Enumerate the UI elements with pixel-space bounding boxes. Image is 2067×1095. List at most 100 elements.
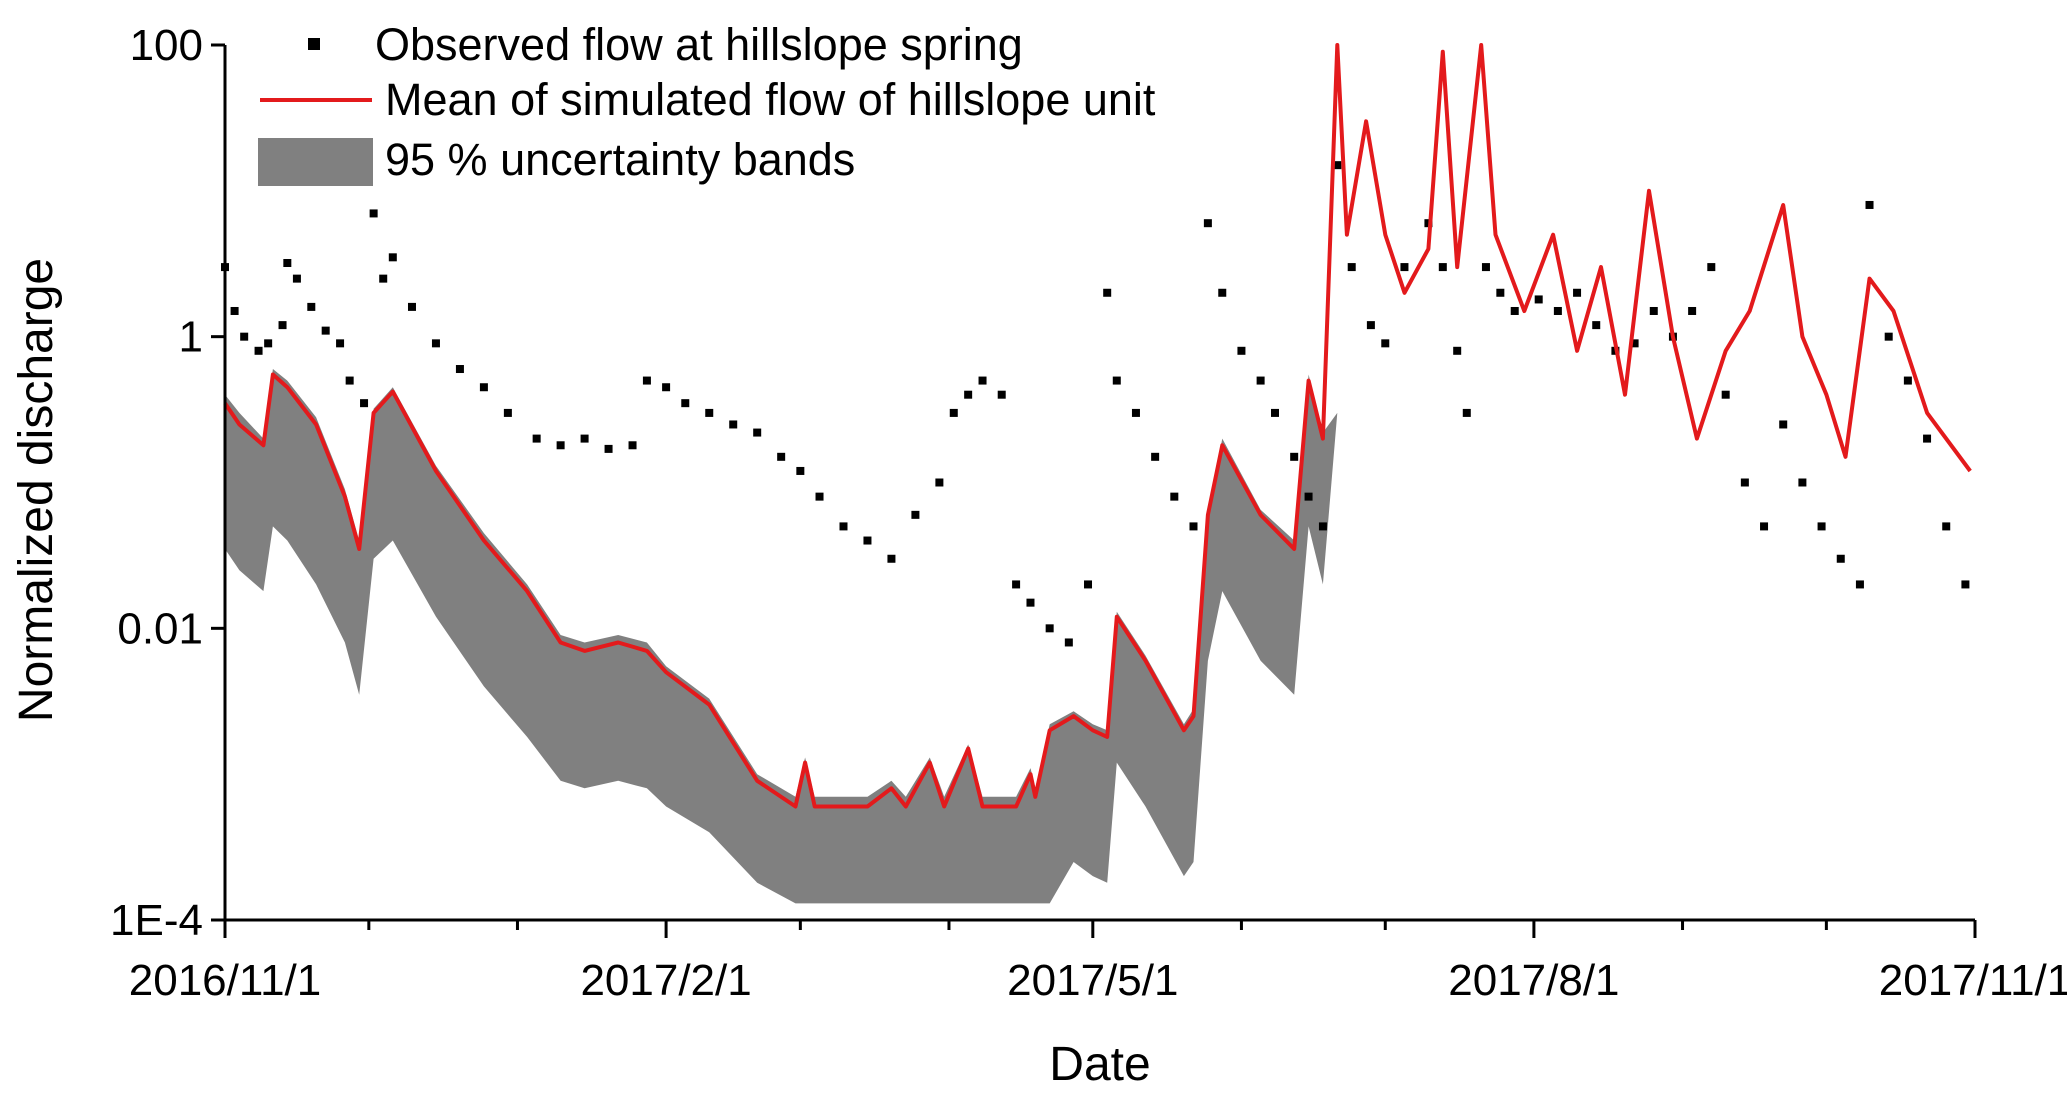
uncertainty-band xyxy=(225,369,1338,904)
observed-point xyxy=(278,321,287,330)
observed-point xyxy=(336,339,345,348)
observed-point xyxy=(1151,452,1160,461)
observed-point xyxy=(1084,580,1093,589)
observed-point xyxy=(1453,346,1462,355)
observed-point xyxy=(911,510,920,519)
observed-point xyxy=(1438,263,1447,272)
observed-point xyxy=(978,376,987,385)
observed-point xyxy=(1817,522,1826,531)
observed-point xyxy=(1481,263,1490,272)
observed-point xyxy=(777,452,786,461)
observed-point xyxy=(662,383,671,392)
legend: Observed flow at hillslope spring Mean o… xyxy=(258,19,1156,186)
observed-point xyxy=(407,302,416,311)
observed-point xyxy=(1189,522,1198,531)
observed-point xyxy=(1064,638,1073,647)
observed-point xyxy=(1333,161,1342,170)
observed-point xyxy=(1026,598,1035,607)
observed-point xyxy=(1534,295,1543,304)
observed-point xyxy=(360,399,369,408)
y-axis-title: Normalized discharge xyxy=(10,258,63,722)
observed-point xyxy=(642,376,651,385)
legend-label-simulated: Mean of simulated flow of hillslope unit xyxy=(385,74,1156,125)
observed-point xyxy=(1290,452,1299,461)
observed-point xyxy=(1740,478,1749,487)
observed-point xyxy=(1923,434,1932,443)
legend-label-uncertainty: 95 % uncertainty bands xyxy=(385,134,855,185)
legend-label-observed: Observed flow at hillslope spring xyxy=(375,19,1023,70)
observed-point xyxy=(1103,288,1112,297)
observed-point xyxy=(1903,376,1912,385)
observed-point xyxy=(1045,624,1054,633)
observed-point xyxy=(753,428,762,437)
simulated-line-layer xyxy=(223,43,1972,809)
observed-point xyxy=(1573,288,1582,297)
observed-point xyxy=(839,522,848,531)
x-tick-label: 2017/8/1 xyxy=(1448,956,1619,1005)
observed-point xyxy=(1496,288,1505,297)
observed-point xyxy=(1400,263,1409,272)
observed-point xyxy=(369,209,378,218)
observed-point xyxy=(1012,580,1021,589)
observed-point xyxy=(264,339,273,348)
observed-point xyxy=(345,376,354,385)
observed-point xyxy=(1760,522,1769,531)
simulated-mean-line xyxy=(223,43,1972,809)
observed-point xyxy=(479,383,488,392)
x-tick-label: 2017/2/1 xyxy=(580,956,751,1005)
observed-point xyxy=(1836,554,1845,563)
observed-point xyxy=(254,346,263,355)
observed-point xyxy=(935,478,944,487)
observed-point xyxy=(455,365,464,374)
observed-point xyxy=(604,444,613,453)
observed-point xyxy=(1855,580,1864,589)
observed-point xyxy=(1381,339,1390,348)
observed-point xyxy=(1218,288,1227,297)
observed-point xyxy=(1865,200,1874,209)
ticks-layer: 1E-4 0.01 1 100 2016/11/1 2017/2/1 2017/5/1 201… xyxy=(110,21,2067,1005)
observed-point xyxy=(321,326,330,335)
uncertainty-band-layer xyxy=(225,369,1338,904)
observed-point xyxy=(230,306,239,315)
observed-point xyxy=(964,390,973,399)
y-tick-label: 1E-4 xyxy=(110,896,203,945)
observed-point xyxy=(1256,376,1265,385)
observed-point xyxy=(796,466,805,475)
observed-point xyxy=(379,274,388,283)
observed-point xyxy=(1462,408,1471,417)
observed-point xyxy=(556,441,565,450)
observed-point xyxy=(1347,263,1356,272)
legend-band-uncertainty xyxy=(258,138,373,186)
observed-point xyxy=(431,339,440,348)
observed-point xyxy=(1688,306,1697,315)
x-tick-label: 2017/11/1 xyxy=(1879,956,2067,1005)
observed-point xyxy=(1203,219,1212,228)
observed-point xyxy=(1961,580,1970,589)
observed-point xyxy=(307,302,316,311)
observed-point xyxy=(283,258,292,267)
observed-point xyxy=(240,332,249,341)
x-tick-label: 2017/5/1 xyxy=(1007,956,1178,1005)
observed-point xyxy=(1510,306,1519,315)
observed-point xyxy=(681,399,690,408)
x-axis-title: Date xyxy=(1049,1038,1150,1091)
observed-point xyxy=(1942,522,1951,531)
observed-point xyxy=(532,434,541,443)
y-tick-label: 0.01 xyxy=(117,604,203,653)
observed-point xyxy=(388,253,397,262)
x-tick-label: 2016/11/1 xyxy=(129,956,321,1005)
observed-point xyxy=(705,408,714,417)
y-tick-label: 100 xyxy=(130,21,203,70)
observed-point xyxy=(1553,306,1562,315)
observed-point xyxy=(1271,408,1279,417)
observed-point xyxy=(628,441,637,450)
observed-point xyxy=(1131,408,1140,417)
observed-point xyxy=(1721,390,1730,399)
observed-point xyxy=(503,408,512,417)
observed-point xyxy=(997,390,1006,399)
observed-point xyxy=(1630,339,1639,348)
observed-point xyxy=(292,274,301,283)
observed-point xyxy=(863,536,872,545)
